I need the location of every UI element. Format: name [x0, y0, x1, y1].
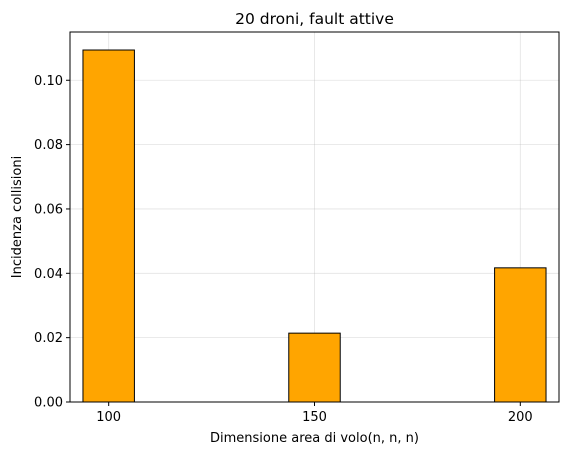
y-tick-label: 0.10: [34, 74, 63, 89]
x-tick-label: 100: [96, 410, 121, 425]
y-tick-label: 0.06: [34, 202, 63, 217]
y-tick-label: 0.02: [34, 331, 63, 346]
x-tick-label: 150: [302, 410, 327, 425]
x-tick-label: 200: [508, 410, 533, 425]
x-axis-ticks: 100 150 200: [96, 402, 533, 425]
bar-100: [82, 49, 135, 403]
y-tick-label: 0.08: [34, 138, 63, 153]
bar-200: [494, 267, 547, 403]
x-axis-label: Dimensione area di volo(n, n, n): [210, 431, 419, 446]
bars: [82, 49, 547, 403]
y-axis-label: Incidenza collisioni: [10, 156, 25, 278]
bar-150: [288, 332, 341, 403]
y-tick-label: 0.04: [34, 267, 63, 282]
y-axis-ticks: 0.00 0.02 0.04 0.06 0.08 0.10: [34, 74, 70, 411]
y-tick-label: 0.00: [34, 396, 63, 411]
chart-title: 20 droni, fault attive: [235, 10, 394, 28]
